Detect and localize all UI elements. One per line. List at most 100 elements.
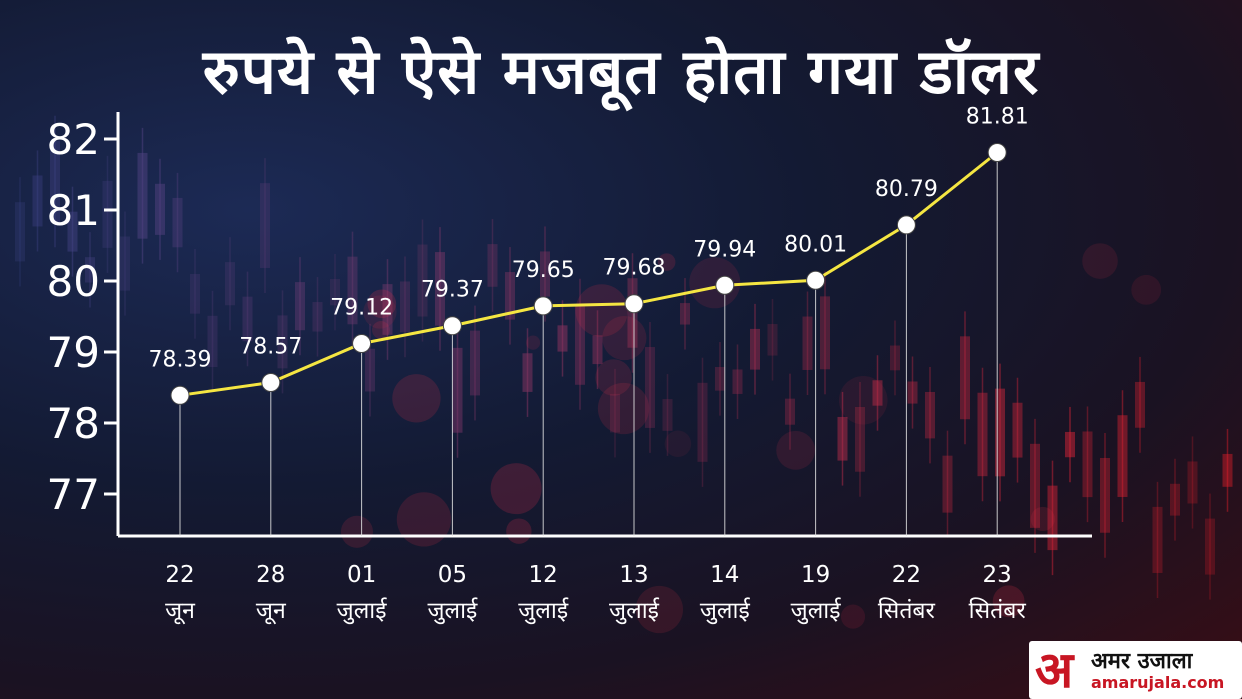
x-tick-label-day: 22 xyxy=(892,562,921,588)
bokeh-dot xyxy=(597,382,650,435)
candle-body xyxy=(557,325,568,352)
candle-body xyxy=(1187,461,1198,504)
candle-body xyxy=(155,183,165,235)
candle-body xyxy=(1222,453,1233,487)
candle-body xyxy=(1152,506,1163,573)
candle-body xyxy=(487,244,498,287)
candle-body xyxy=(592,335,603,365)
candle-body xyxy=(1012,402,1023,458)
bokeh-dot xyxy=(367,289,397,319)
data-point xyxy=(261,373,281,393)
x-tick-label-month: सितंबर xyxy=(878,597,936,624)
bokeh-dot xyxy=(1082,243,1118,279)
candle-body xyxy=(942,455,953,513)
x-tick-label-month: जून xyxy=(165,598,196,625)
bokeh-dot xyxy=(602,315,647,361)
bokeh-dot xyxy=(392,374,441,423)
x-tick-label-month: जुलाई xyxy=(791,597,842,625)
bokeh-dot xyxy=(657,253,676,271)
candle-body xyxy=(102,180,113,248)
candle-body xyxy=(330,278,340,306)
candle-body xyxy=(190,274,200,314)
bokeh-dot xyxy=(664,430,692,458)
bokeh-dot xyxy=(506,518,532,544)
candle-body xyxy=(960,336,970,420)
data-point xyxy=(896,215,916,235)
bokeh-dot xyxy=(776,430,816,470)
x-tick-label-month: सितंबर xyxy=(969,597,1027,624)
candle-body xyxy=(785,398,795,425)
candle-body xyxy=(837,416,848,461)
chart-title: रुपये से ऐसे मजबूत होता गया डॉलर xyxy=(202,35,1040,108)
candle-body xyxy=(347,256,358,325)
candle-body xyxy=(225,262,235,306)
bokeh-dot xyxy=(525,335,541,350)
bokeh-dot xyxy=(396,492,452,547)
candle-body xyxy=(925,391,935,439)
logo-domain: amarujala.com xyxy=(1091,673,1225,692)
data-point xyxy=(533,296,553,316)
candle-body xyxy=(277,315,288,369)
candle-body xyxy=(295,282,305,331)
candle-body xyxy=(697,382,708,462)
candle-body xyxy=(1205,518,1215,575)
candle-body xyxy=(767,324,778,356)
candle-body xyxy=(172,197,183,248)
data-point xyxy=(806,270,826,290)
bokeh-dot xyxy=(838,375,888,425)
y-tick-label: 79 xyxy=(47,328,100,377)
candle-body xyxy=(32,175,43,227)
x-tick-label-day: 23 xyxy=(983,562,1012,588)
candle-body xyxy=(15,202,25,262)
x-tick-label-day: 05 xyxy=(438,562,467,588)
candle-body xyxy=(365,348,375,392)
series-line xyxy=(179,151,999,397)
data-point xyxy=(624,294,644,314)
data-point xyxy=(987,142,1007,162)
x-tick-label-month: जुलाई xyxy=(700,597,751,625)
candle-body xyxy=(522,353,533,392)
candle-body xyxy=(1100,457,1110,533)
x-tick-label-month: जुलाई xyxy=(518,597,569,625)
bokeh-dot xyxy=(340,515,373,548)
data-label: 81.81 xyxy=(966,104,1029,129)
candle-body xyxy=(855,406,865,472)
candle-body xyxy=(417,244,428,317)
y-tick-label: 80 xyxy=(47,257,100,306)
x-tick-label-day: 13 xyxy=(619,562,648,588)
candle-body xyxy=(715,367,725,391)
y-tick-label: 78 xyxy=(47,399,100,448)
data-point xyxy=(442,316,462,336)
bokeh-dot xyxy=(490,463,542,515)
candle-body xyxy=(470,330,480,396)
candle-body xyxy=(1135,381,1145,428)
candle-body xyxy=(207,315,218,368)
bokeh-dot xyxy=(992,585,1025,618)
x-tick-label-day: 22 xyxy=(165,562,194,588)
candle-body xyxy=(732,369,743,394)
y-tick-label: 82 xyxy=(47,115,100,164)
candle-body xyxy=(1065,431,1075,458)
candle-body xyxy=(67,211,78,252)
candle-body xyxy=(1047,485,1058,551)
bokeh-dot xyxy=(1131,274,1162,305)
data-label: 80.01 xyxy=(784,232,847,257)
candle-body xyxy=(435,252,445,326)
data-label: 79.37 xyxy=(421,278,484,303)
x-tick-label-day: 19 xyxy=(801,562,830,588)
candle-body xyxy=(1117,415,1128,497)
candle-body xyxy=(1030,443,1040,528)
bokeh-dot xyxy=(1030,506,1055,532)
x-tick-label-day: 12 xyxy=(529,562,558,588)
x-tick-label-month: जुलाई xyxy=(427,597,478,625)
candle-body xyxy=(977,392,988,477)
data-label: 79.68 xyxy=(603,256,666,281)
bokeh-dot xyxy=(575,284,628,337)
bokeh-dot xyxy=(595,359,632,396)
data-label: 78.39 xyxy=(149,347,212,372)
candle-body xyxy=(662,399,673,431)
candle-body xyxy=(610,393,620,433)
x-tick-label-month: जून xyxy=(256,598,287,625)
candle-body xyxy=(260,183,270,268)
